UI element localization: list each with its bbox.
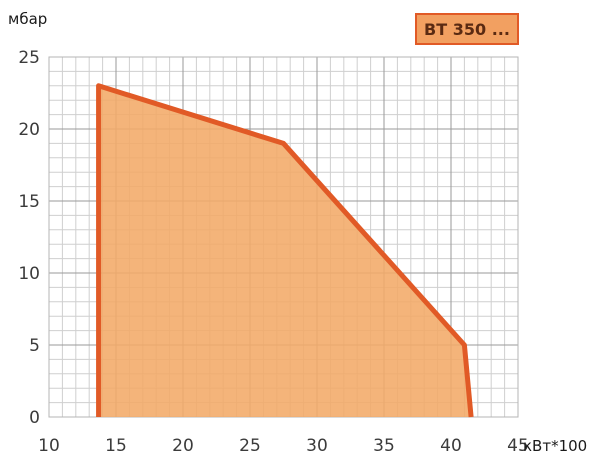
badge-box	[415, 13, 519, 45]
chart-badge: BT 350 ...	[415, 13, 519, 45]
x-tick-label: 10	[38, 436, 60, 456]
y-axis-label: мбар	[8, 10, 47, 28]
y-tick-label: 10	[18, 264, 40, 284]
y-tick-label: 0	[29, 408, 40, 428]
x-tick-label: 30	[306, 436, 328, 456]
y-tick-label: 20	[18, 120, 40, 140]
x-tick-labels: 10 15 20 25 30 35 40 45	[38, 436, 529, 456]
x-tick-label: 35	[373, 436, 395, 456]
area-series	[96, 83, 474, 418]
badge-label: BT 350 ...	[424, 20, 510, 39]
x-tick-label: 25	[239, 436, 261, 456]
x-tick-label: 15	[105, 436, 127, 456]
x-tick-label: 40	[440, 436, 462, 456]
x-axis-label: кВт*100	[523, 437, 587, 455]
x-tick-label: 20	[172, 436, 194, 456]
y-tick-label: 15	[18, 192, 40, 212]
working-area-fill	[98, 85, 472, 418]
x-tick-label: 45	[507, 436, 529, 456]
y-tick-label: 25	[18, 48, 40, 68]
y-tick-label: 5	[29, 336, 40, 356]
y-tick-labels: 0 5 10 15 20 25	[18, 48, 40, 428]
